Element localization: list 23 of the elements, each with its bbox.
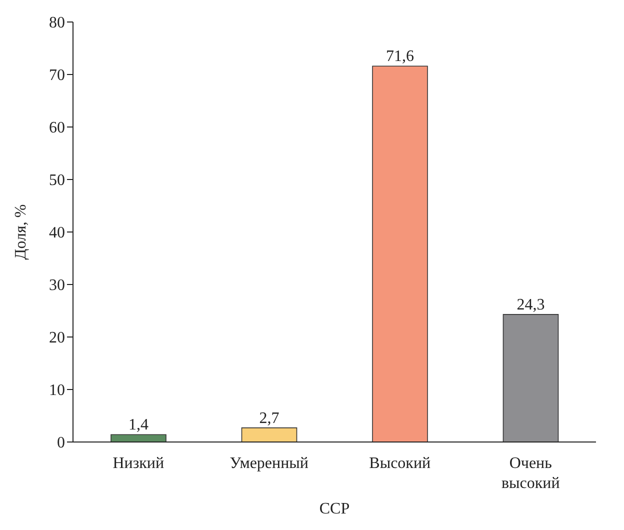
y-tick-label: 70 <box>49 67 65 84</box>
y-tick-label: 40 <box>49 224 65 242</box>
x-tick-label: Высокий <box>369 455 432 472</box>
y-axis-title: Доля, % <box>12 204 30 260</box>
x-tick-label: Умеренный <box>230 455 309 472</box>
x-tick-label: Низкий <box>112 455 164 472</box>
x-axis-title: ССР <box>319 500 350 518</box>
y-tick-label: 60 <box>49 120 65 137</box>
data-label: 1,4 <box>128 416 148 434</box>
data-label: 2,7 <box>259 410 280 427</box>
bar <box>372 66 428 442</box>
y-tick-label: 80 <box>49 14 65 32</box>
y-tick-label: 20 <box>49 330 65 347</box>
data-label: 71,6 <box>386 48 414 66</box>
bar <box>502 314 559 442</box>
bar <box>241 427 298 442</box>
data-label: 24,3 <box>516 296 545 314</box>
y-tick-label: 50 <box>49 172 65 190</box>
y-tick-label: 10 <box>49 382 65 400</box>
y-tick-label: 0 <box>57 434 65 452</box>
y-tick-label: 30 <box>49 277 65 294</box>
bar <box>110 434 166 442</box>
x-tick-label: Очень высокий <box>501 455 560 492</box>
